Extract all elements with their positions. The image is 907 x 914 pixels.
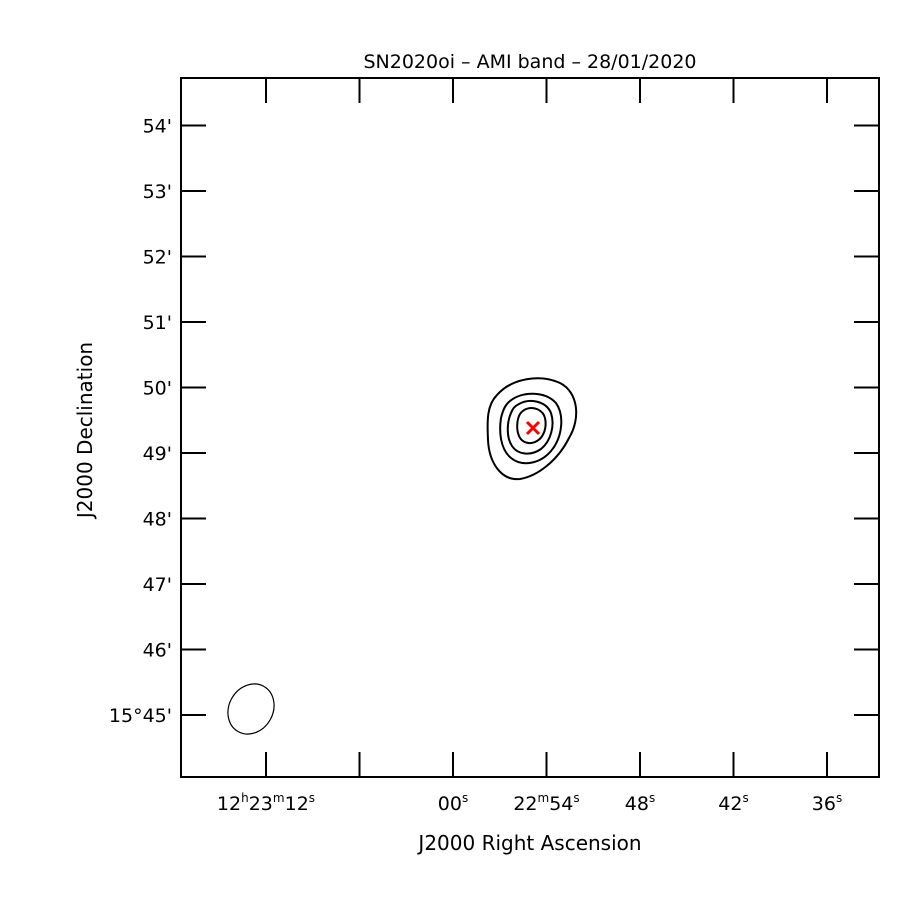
y-tick-label: 46' (143, 640, 172, 662)
x-tick-label: 36s​ (812, 791, 842, 815)
contour-level-4 (516, 407, 547, 445)
x-tick-label: 48s​ (625, 791, 655, 815)
x-tick-label: 22m​54s​ (513, 791, 579, 815)
x-tick-label: 12h​23m​12s​ (217, 791, 315, 815)
chart-title: SN2020oi – AMI band – 28/01/2020 (363, 51, 696, 73)
beam-ellipse (227, 683, 275, 735)
x-tick-label: 42s​ (718, 791, 748, 815)
y-axis-label: J2000 Declination (73, 342, 97, 520)
y-tick-label: 51' (143, 312, 172, 334)
y-tick-label: 49' (143, 443, 172, 465)
y-tick-label: 50' (143, 378, 172, 400)
axis-ticks (181, 78, 879, 777)
y-tick-label: 53' (143, 181, 172, 203)
y-tick-label: 54' (143, 116, 172, 138)
x-axis-label: J2000 Right Ascension (416, 831, 641, 855)
source-contours (486, 377, 578, 481)
plot-frame (180, 77, 880, 778)
y-tick-label: 15°45' (109, 705, 172, 727)
contour-level-2 (499, 392, 563, 465)
contour-level-1 (486, 377, 578, 481)
y-tick-label: 47' (143, 574, 172, 596)
y-tick-label: 52' (143, 247, 172, 269)
x-tick-labels: 12h​23m​12s​ 00s​ 22m​54s​ 48s​ 42s​ 36s​ (217, 791, 842, 815)
x-tick-label: 00s​ (438, 791, 468, 815)
source-marker (525, 420, 541, 436)
y-tick-label: 48' (143, 509, 172, 531)
contour-level-3 (506, 400, 554, 455)
y-tick-labels: 54' 53' 52' 51' 50' 49' 48' 47' 46' 15°45' (109, 116, 172, 728)
